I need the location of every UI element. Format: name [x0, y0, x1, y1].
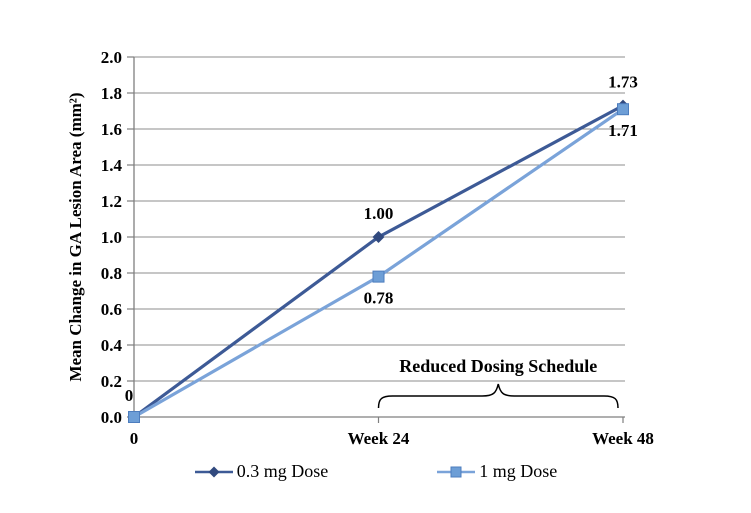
x-tick-label: 0 — [130, 429, 139, 448]
legend-item-1mg-dose: 1 mg Dose — [436, 461, 557, 482]
brace-icon — [377, 383, 619, 409]
data-point-square — [372, 270, 385, 283]
data-point-square — [617, 103, 629, 116]
y-tick-label: 1.4 — [101, 156, 123, 175]
y-axis-title: Mean Change in GA Lesion Area (mm²) — [66, 92, 85, 382]
y-tick-label: 1.8 — [101, 84, 122, 103]
legend-line-diamond-icon — [194, 466, 233, 477]
data-label: 0 — [125, 386, 134, 405]
y-tick-label: 0.8 — [101, 264, 122, 283]
y-tick-label: 0.6 — [101, 300, 122, 319]
y-tick-label: 1.0 — [101, 228, 122, 247]
annotation-label: Reduced Dosing Schedule — [399, 356, 597, 376]
x-tick-label: Week 48 — [592, 429, 654, 448]
data-label: 0.78 — [364, 289, 394, 308]
y-tick-label: 0.4 — [101, 336, 123, 355]
y-tick-label: 2.0 — [101, 48, 122, 67]
legend-line-square-icon — [437, 466, 476, 477]
data-point-diamond — [372, 231, 385, 243]
legend: 0.3 mg Dose 1 mg Dose — [0, 461, 751, 482]
y-tick-label: 0.0 — [101, 408, 122, 427]
y-tick-label: 1.2 — [101, 192, 122, 211]
legend-label: 0.3 mg Dose — [236, 461, 329, 481]
legend-label: 1 mg Dose — [479, 461, 558, 481]
data-point-square — [128, 411, 140, 423]
x-tick-label: Week 24 — [348, 429, 410, 448]
y-tick-label: 1.6 — [101, 120, 122, 139]
data-label: 1.73 — [608, 73, 638, 92]
data-label: 1.00 — [364, 204, 394, 223]
legend-item-0-3mg-dose: 0.3 mg Dose — [194, 461, 329, 482]
y-tick-label: 0.2 — [101, 372, 122, 391]
data-label: 1.71 — [608, 121, 638, 140]
